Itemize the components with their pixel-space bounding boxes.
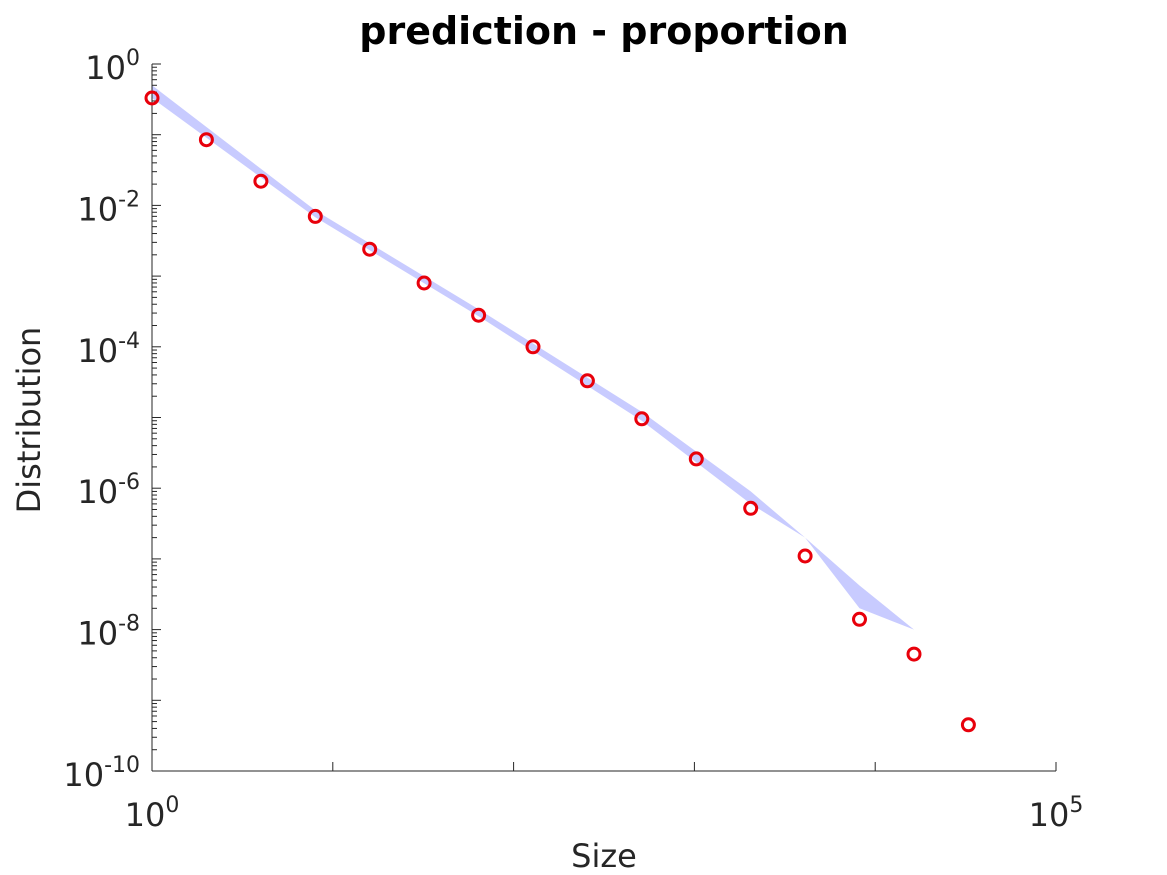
- y-tick-label: 10-2: [77, 187, 140, 228]
- prediction-band: [152, 85, 1010, 714]
- y-tick-label: 10-6: [77, 470, 140, 511]
- plot-area: [144, 63, 1057, 772]
- data-point: [416, 275, 432, 291]
- y-axis-label: Distribution: [10, 327, 48, 514]
- data-point: [198, 132, 214, 148]
- x-tick-label: 105: [1029, 793, 1084, 834]
- y-tick-labels: 100 10-2 10-4 10-6 10-8 10-10: [63, 46, 140, 794]
- data-point: [960, 717, 976, 733]
- x-tick-labels: 100 105: [125, 793, 1084, 834]
- data-point: [852, 611, 867, 627]
- data-point: [144, 90, 160, 106]
- data-point: [634, 411, 650, 427]
- y-tick-label: 100: [85, 46, 140, 87]
- data-point: [579, 373, 595, 389]
- y-tick-label: 10-10: [63, 753, 140, 794]
- data-point: [362, 241, 378, 257]
- data-point: [906, 646, 922, 662]
- chart-title: prediction - proportion: [359, 9, 849, 53]
- data-point: [743, 500, 759, 516]
- data-point: [307, 208, 323, 224]
- data-point: [797, 548, 813, 564]
- x-tick-label: 100: [125, 793, 180, 834]
- y-tick-label: 10-8: [77, 612, 140, 653]
- data-point: [688, 451, 704, 467]
- data-point: [525, 339, 541, 355]
- y-tick-label: 10-4: [77, 329, 140, 370]
- data-point: [253, 173, 269, 189]
- x-axis-label: Size: [571, 837, 637, 875]
- data-point: [471, 307, 487, 323]
